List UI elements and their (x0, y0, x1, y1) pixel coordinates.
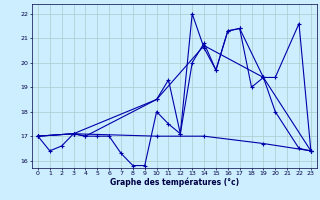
X-axis label: Graphe des températures (°c): Graphe des températures (°c) (110, 178, 239, 187)
